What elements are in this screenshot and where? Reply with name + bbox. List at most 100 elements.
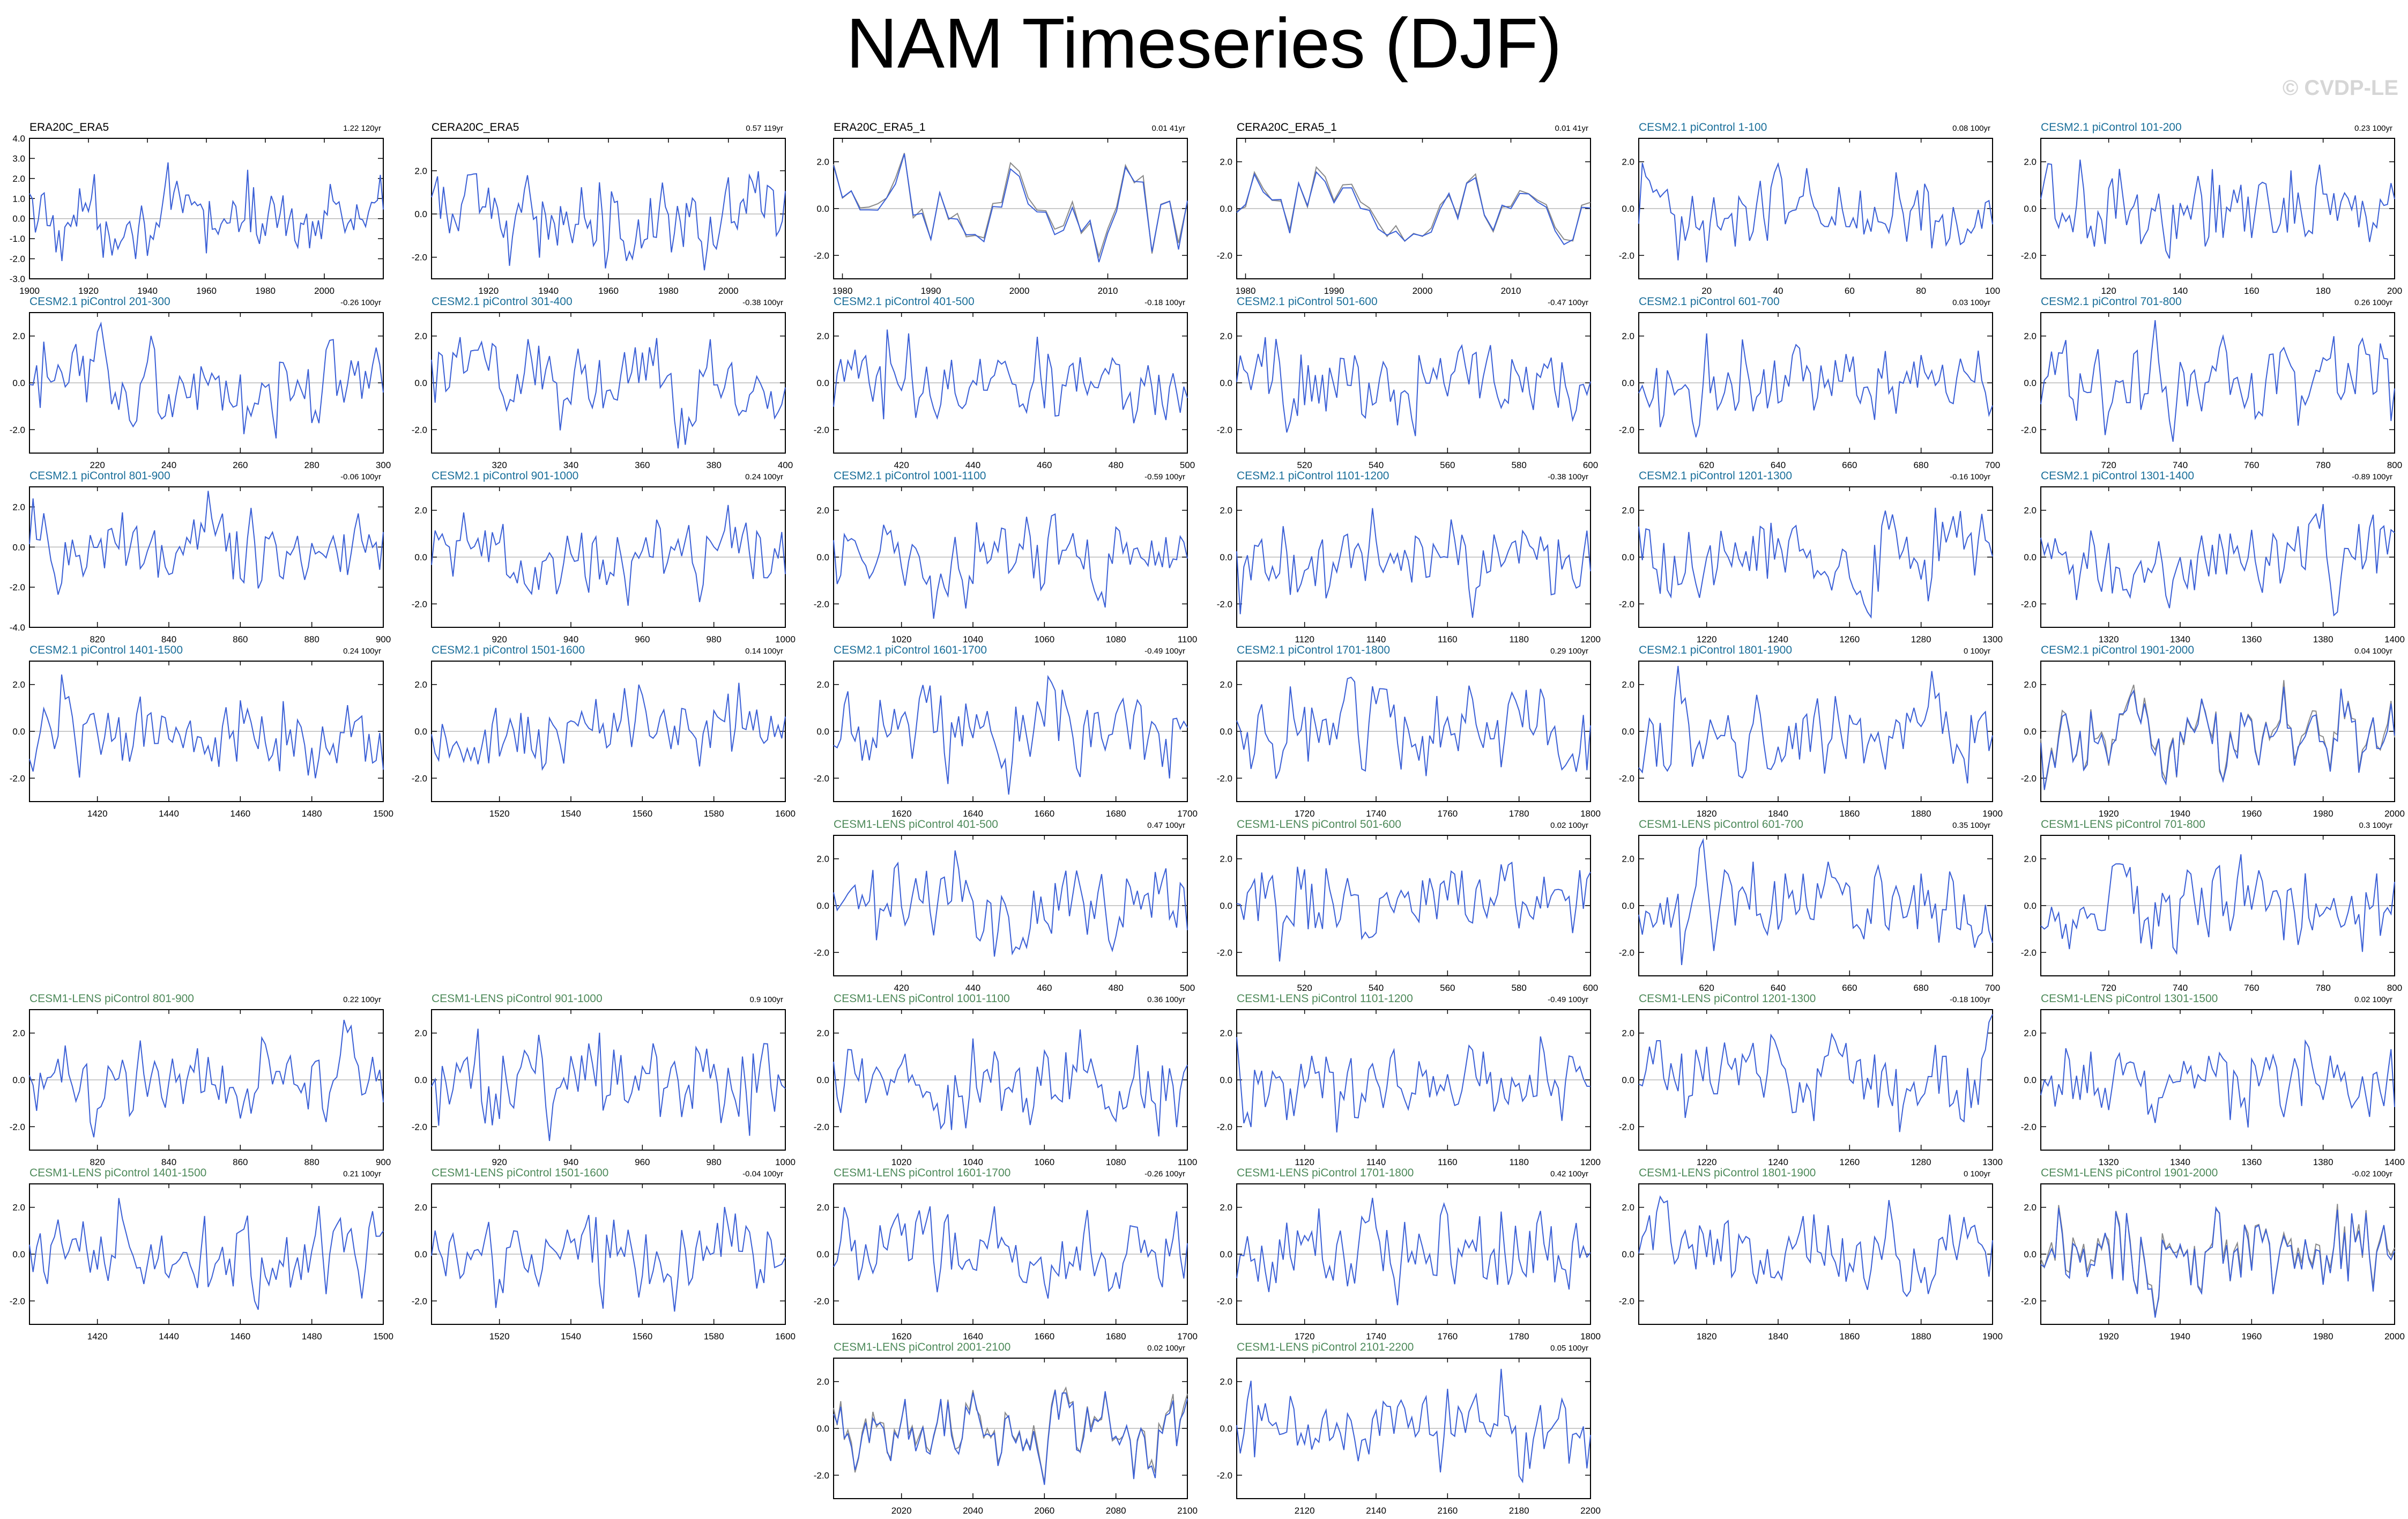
y-tick-label: -2.0 — [2021, 425, 2037, 435]
x-tick-label: 1360 — [2241, 1157, 2262, 1167]
x-tick-label: 720 — [2101, 983, 2116, 993]
nam-series-line — [29, 1019, 384, 1138]
y-tick-label: 0.0 — [816, 378, 829, 388]
y-tick-label: 0.0 — [816, 901, 829, 911]
x-tick-label: 660 — [1842, 460, 1857, 470]
y-tick-label: -2.0 — [412, 599, 427, 609]
x-tick-label: 1320 — [2099, 1157, 2119, 1167]
x-tick-label: 1300 — [1982, 1157, 2003, 1167]
x-tick-label: 280 — [304, 460, 319, 470]
y-tick-label: 2.0 — [1220, 1377, 1232, 1387]
panel-trend-label: -0.16 100yr — [1950, 472, 1990, 481]
y-tick-label: 0.0 — [816, 1424, 829, 1434]
x-tick-label: 1960 — [598, 286, 619, 296]
chart-panel: CESM1-LENS piControl 1301-1500 0.02 100yr… — [2021, 992, 2405, 1167]
nam-series-line — [2040, 1039, 2395, 1128]
x-tick-label: 1500 — [373, 1331, 393, 1342]
x-tick-label: 1620 — [891, 809, 912, 819]
panel-trend-label: 0.08 100yr — [1952, 124, 1990, 133]
x-tick-label: 1320 — [2099, 634, 2119, 644]
x-tick-label: 520 — [1297, 460, 1312, 470]
x-tick-label: 1600 — [775, 809, 796, 819]
y-tick-label: -2.0 — [1619, 773, 1634, 783]
panel-title: CESM1-LENS piControl 1401-1500 — [29, 1167, 206, 1179]
x-tick-label: 1040 — [963, 634, 983, 644]
y-tick-label: -2.0 — [1217, 599, 1232, 609]
x-tick-label: 1200 — [1580, 634, 1601, 644]
panel-title: CESM1-LENS piControl 1301-1500 — [2041, 992, 2218, 1005]
nam-series-line — [1638, 507, 1993, 619]
x-tick-label: 1060 — [1034, 1157, 1054, 1167]
y-tick-label: 2.0 — [816, 1377, 829, 1387]
chart-panel: ERA20C_ERA5 1.22 120yr 4.0 3.0 2.0 1.0 0.0 -1.0… — [10, 121, 384, 296]
y-tick-label: 2.0 — [1220, 506, 1232, 516]
y-tick-label: 2.0 — [12, 680, 25, 690]
x-tick-label: 900 — [376, 634, 391, 644]
x-tick-label: 1800 — [1580, 809, 1601, 819]
x-tick-label: 1280 — [1911, 1157, 1931, 1167]
x-tick-label: 940 — [563, 634, 578, 644]
x-tick-label: 880 — [304, 1157, 319, 1167]
chart-panel: CESM1-LENS piControl 701-800 0.3 100yr 2.0… — [2021, 818, 2402, 993]
x-tick-label: 800 — [2387, 983, 2402, 993]
y-tick-label: 0.0 — [816, 1075, 829, 1085]
x-tick-label: 1660 — [1034, 1331, 1054, 1342]
x-tick-label: 1990 — [1324, 286, 1344, 296]
x-tick-label: 560 — [1440, 983, 1455, 993]
y-tick-label: 2.0 — [414, 166, 427, 176]
x-tick-label: 1140 — [1366, 634, 1386, 644]
x-tick-label: 1540 — [561, 1331, 581, 1342]
panel-title: CESM1-LENS piControl 1901-2000 — [2041, 1167, 2218, 1179]
x-tick-label: 780 — [2315, 983, 2330, 993]
x-tick-label: 420 — [894, 460, 909, 470]
x-tick-label: 1000 — [775, 634, 796, 644]
x-tick-label: 640 — [1771, 983, 1786, 993]
plot-frame — [431, 138, 786, 279]
y-tick-label: 2.0 — [2024, 157, 2037, 167]
y-tick-label: 0.0 — [1622, 378, 1634, 388]
y-tick-label: 2.0 — [2024, 506, 2037, 516]
x-tick-label: 1340 — [2170, 634, 2190, 644]
y-tick-label: 3.0 — [12, 153, 25, 164]
panel-title: CESM1-LENS piControl 2101-2200 — [1237, 1341, 1414, 1353]
x-tick-label: 420 — [894, 983, 909, 993]
panel-trend-label: 0.26 100yr — [2354, 298, 2392, 307]
x-tick-label: 1960 — [2241, 809, 2262, 819]
x-tick-label: 960 — [635, 634, 650, 644]
x-tick-label: 1720 — [1295, 1331, 1315, 1342]
chart-panel: CESM2.1 piControl 901-1000 0.24 100yr 2.0 0… — [412, 470, 796, 644]
nam-series-line — [29, 674, 384, 779]
x-tick-label: 860 — [233, 1157, 248, 1167]
chart-panel: CESM2.1 piControl 201-300 -0.26 100yr 2.0 0… — [10, 295, 391, 470]
x-tick-label: 1980 — [833, 286, 853, 296]
panel-trend-label: 0.22 100yr — [343, 995, 381, 1004]
y-tick-label: 4.0 — [12, 134, 25, 144]
x-tick-label: 1260 — [1839, 634, 1860, 644]
x-tick-label: 1780 — [1509, 1331, 1529, 1342]
y-tick-label: 0.0 — [816, 204, 829, 214]
y-tick-label: 2.0 — [12, 1028, 25, 1039]
x-tick-label: 320 — [492, 460, 507, 470]
nam-series-line — [29, 321, 384, 439]
nam-series-line — [431, 337, 786, 449]
y-tick-label: 0.0 — [2024, 378, 2037, 388]
panel-trend-label: -0.47 100yr — [1548, 298, 1588, 307]
x-tick-label: 1980 — [1236, 286, 1256, 296]
x-tick-label: 1100 — [1178, 634, 1198, 644]
y-tick-label: -2.0 — [412, 1296, 427, 1306]
x-tick-label: 1020 — [891, 1157, 912, 1167]
x-tick-label: 1700 — [1177, 809, 1198, 819]
nam-series-line — [431, 1028, 786, 1142]
x-tick-label: 1820 — [1697, 809, 1717, 819]
x-tick-label: 1480 — [302, 809, 322, 819]
x-tick-label: 460 — [1037, 983, 1052, 993]
x-tick-label: 360 — [635, 460, 650, 470]
y-tick-label: -2.0 — [1619, 1296, 1634, 1306]
x-tick-label: 100 — [1985, 286, 2000, 296]
x-tick-label: 2100 — [1177, 1506, 1198, 1516]
y-tick-label: 2.0 — [12, 1203, 25, 1213]
x-tick-label: 1920 — [2099, 1331, 2119, 1342]
y-tick-label: -2.0 — [10, 1122, 25, 1132]
x-tick-label: 1940 — [2170, 809, 2190, 819]
x-tick-label: 600 — [1583, 983, 1598, 993]
